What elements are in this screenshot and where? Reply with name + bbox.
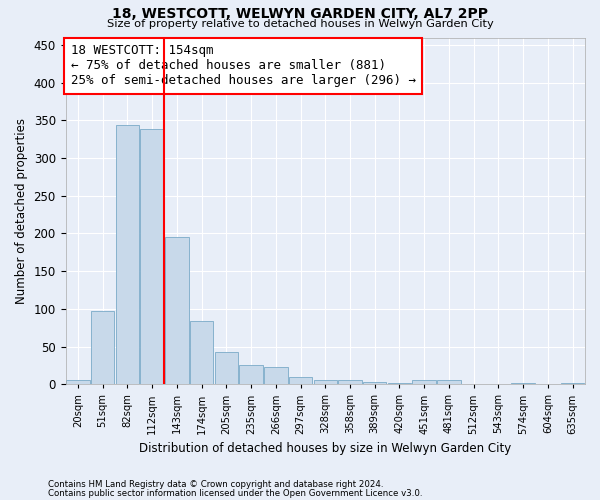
Bar — [190, 321, 214, 384]
Bar — [511, 383, 535, 384]
Bar — [140, 130, 164, 384]
Bar — [338, 380, 362, 384]
Bar — [289, 376, 312, 384]
Bar — [561, 383, 584, 384]
Text: 18 WESTCOTT: 154sqm
← 75% of detached houses are smaller (881)
25% of semi-detac: 18 WESTCOTT: 154sqm ← 75% of detached ho… — [71, 44, 416, 88]
Bar — [66, 380, 89, 384]
Y-axis label: Number of detached properties: Number of detached properties — [15, 118, 28, 304]
Text: Contains HM Land Registry data © Crown copyright and database right 2024.: Contains HM Land Registry data © Crown c… — [48, 480, 383, 489]
Text: 18, WESTCOTT, WELWYN GARDEN CITY, AL7 2PP: 18, WESTCOTT, WELWYN GARDEN CITY, AL7 2P… — [112, 8, 488, 22]
Bar — [363, 382, 386, 384]
Bar — [314, 380, 337, 384]
Text: Size of property relative to detached houses in Welwyn Garden City: Size of property relative to detached ho… — [107, 19, 493, 29]
Bar — [388, 383, 411, 384]
Bar — [116, 125, 139, 384]
Bar — [91, 311, 115, 384]
X-axis label: Distribution of detached houses by size in Welwyn Garden City: Distribution of detached houses by size … — [139, 442, 511, 455]
Bar — [239, 364, 263, 384]
Text: Contains public sector information licensed under the Open Government Licence v3: Contains public sector information licen… — [48, 488, 422, 498]
Bar — [165, 236, 188, 384]
Bar — [215, 352, 238, 384]
Bar — [437, 380, 461, 384]
Bar — [264, 367, 287, 384]
Bar — [412, 380, 436, 384]
